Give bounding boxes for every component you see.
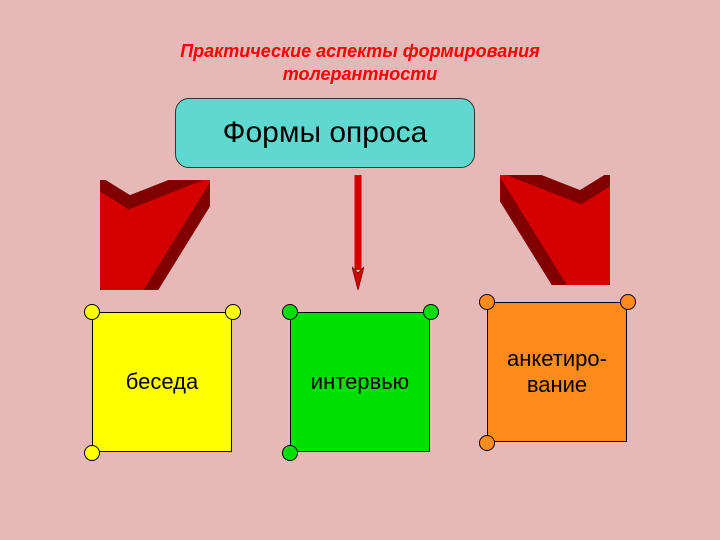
scroll-label: интервью bbox=[311, 369, 409, 395]
arrow-right-icon bbox=[500, 175, 610, 285]
subtitle-line2: толерантности bbox=[283, 64, 438, 84]
scroll-curl-icon bbox=[620, 294, 636, 310]
scroll-curl-icon bbox=[423, 304, 439, 320]
scroll-beseda: беседа bbox=[80, 300, 245, 465]
arrow-center-icon bbox=[352, 175, 364, 290]
scroll-label: беседа bbox=[126, 369, 198, 395]
scroll-curl-icon bbox=[282, 304, 298, 320]
scroll-interview: интервью bbox=[278, 300, 443, 465]
scroll-curl-icon bbox=[479, 294, 495, 310]
scroll-body: беседа bbox=[92, 312, 232, 452]
title-box: Формы опроса bbox=[175, 98, 475, 168]
scroll-curl-icon bbox=[225, 304, 241, 320]
title-text: Формы опроса bbox=[223, 116, 428, 150]
scroll-body: анкетиро- вание bbox=[487, 302, 627, 442]
scroll-body: интервью bbox=[290, 312, 430, 452]
scroll-curl-icon bbox=[479, 435, 495, 451]
scroll-curl-icon bbox=[282, 445, 298, 461]
arrow-left-icon bbox=[100, 180, 210, 290]
scroll-curl-icon bbox=[84, 304, 100, 320]
scroll-curl-icon bbox=[84, 445, 100, 461]
subtitle-line1: Практические аспекты формирования bbox=[180, 41, 540, 61]
subtitle: Практические аспекты формирования толера… bbox=[0, 40, 720, 87]
scroll-questionnaire: анкетиро- вание bbox=[475, 290, 640, 455]
scroll-label: анкетиро- вание bbox=[507, 346, 607, 399]
